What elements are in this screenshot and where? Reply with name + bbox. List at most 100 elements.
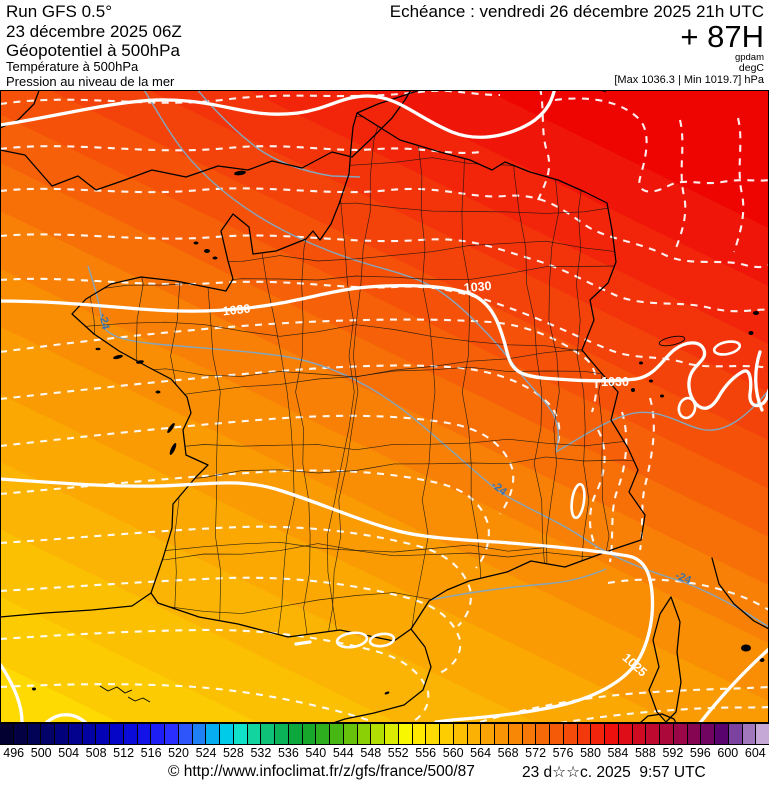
footer: © http://www.infoclimat.fr/z/gfs/france/… bbox=[0, 761, 769, 786]
colorbar-cell bbox=[260, 724, 274, 744]
colorbar-tick-label: 568 bbox=[497, 746, 519, 760]
unit-degc: degC bbox=[738, 62, 764, 74]
colorbar-tick-label: 556 bbox=[415, 746, 437, 760]
colorbar-cell bbox=[329, 724, 343, 744]
colorbar-tick-label: 508 bbox=[85, 746, 107, 760]
copyright-url: © http://www.infoclimat.fr/z/gfs/france/… bbox=[168, 763, 475, 780]
colorbar-tick-label: 548 bbox=[360, 746, 382, 760]
colorbar-cell bbox=[356, 724, 371, 744]
colorbar-tick-label: 528 bbox=[222, 746, 244, 760]
colorbar-cell bbox=[122, 724, 137, 744]
colorbar-tick-label: 504 bbox=[58, 746, 80, 760]
generation-datetime: 23 d☆☆c. 2025 9:57 UTC bbox=[522, 764, 706, 781]
colorbar bbox=[0, 723, 769, 745]
colorbar-cell bbox=[0, 724, 13, 744]
colorbar-tick-label: 576 bbox=[552, 746, 574, 760]
isobar-label: 1030 bbox=[222, 302, 251, 319]
header: Run GFS 0.5° 23 décembre 2025 06Z Géopot… bbox=[0, 0, 769, 90]
colorbar-cell bbox=[617, 724, 632, 744]
colorbar-cell bbox=[604, 724, 618, 744]
unit-gpdam: gpdam bbox=[734, 52, 764, 63]
pressure-extremes: [Max 1036.3 | Min 1019.7] hPa bbox=[614, 74, 764, 86]
colorbar-cell bbox=[232, 724, 247, 744]
colorbar-cell bbox=[342, 724, 357, 744]
colorbar-tick-label: 572 bbox=[525, 746, 547, 760]
colorbar-cell bbox=[26, 724, 41, 744]
colorbar-labels: 496 500 504 508 512 516 520 524 528 532 536 540 544 5… bbox=[0, 746, 769, 761]
colorbar-cell bbox=[67, 724, 82, 744]
colorbar-cell bbox=[452, 724, 467, 744]
colorbar-cell bbox=[301, 724, 316, 744]
colorbar-cell bbox=[219, 724, 233, 744]
colorbar-cell bbox=[727, 724, 742, 744]
forecast-info: Echéance : vendredi 26 décembre 2025 21h… bbox=[390, 2, 764, 87]
colorbar-cell bbox=[755, 724, 769, 744]
colorbar-cell bbox=[521, 724, 536, 744]
colorbar-cell bbox=[439, 724, 453, 744]
colorbar-cell bbox=[150, 724, 164, 744]
temperature-label: -24 bbox=[97, 313, 112, 332]
colorbar-cell bbox=[12, 724, 27, 744]
coastlines bbox=[0, 90, 769, 723]
colorbar-tick-label: 500 bbox=[30, 746, 52, 760]
param-2: Température à 500hPa bbox=[6, 59, 139, 74]
colorbar-tick-label: 544 bbox=[332, 746, 354, 760]
colorbar-cell bbox=[494, 724, 508, 744]
colorbar-tick-label: 540 bbox=[305, 746, 327, 760]
colorbar-cell bbox=[164, 724, 178, 744]
colorbar-cell bbox=[136, 724, 151, 744]
colorbar-tick-label: 600 bbox=[717, 746, 739, 760]
colorbar-tick-label: 580 bbox=[580, 746, 601, 760]
colorbar-tick-label: 564 bbox=[470, 746, 492, 760]
colorbar-cell bbox=[631, 724, 646, 744]
colorbar-tick-label: 592 bbox=[662, 746, 684, 760]
colorbar-tick-label: 532 bbox=[250, 746, 272, 760]
colorbar-cell bbox=[576, 724, 591, 744]
colorbar-cell bbox=[535, 724, 549, 744]
run-date: 23 décembre 2025 06Z bbox=[6, 22, 182, 41]
colorbar-cell bbox=[384, 724, 398, 744]
colorbar-cell bbox=[95, 724, 109, 744]
colorbar-cell bbox=[480, 724, 494, 744]
colorbar-cell bbox=[205, 724, 219, 744]
colorbar-cell bbox=[741, 724, 756, 744]
islands bbox=[32, 170, 765, 695]
colorbar-tick-label: 596 bbox=[689, 746, 711, 760]
colorbar-tick-label: 536 bbox=[277, 746, 299, 760]
isobar-label: 1030 bbox=[601, 375, 629, 389]
colorbar-cell bbox=[397, 724, 412, 744]
colorbar-cell bbox=[700, 724, 714, 744]
colorbar-tick-label: 516 bbox=[140, 746, 162, 760]
isobar-label: 1030 bbox=[463, 279, 492, 295]
temperature-label: -24 bbox=[674, 570, 694, 587]
colorbar-cell bbox=[274, 724, 288, 744]
colorbar-cell bbox=[191, 724, 206, 744]
colorbar-cell bbox=[54, 724, 68, 744]
colorbar-cell bbox=[562, 724, 577, 744]
colorbar-cell bbox=[686, 724, 701, 744]
geopotential-field bbox=[0, 90, 769, 723]
colorbar-tick-label: 588 bbox=[634, 746, 656, 760]
param-1: Géopotentiel à 500hPa bbox=[6, 41, 180, 60]
valid-time: Echéance : vendredi 26 décembre 2025 21h… bbox=[389, 2, 764, 21]
colorbar-cell bbox=[714, 724, 728, 744]
colorbar-tick-label: 520 bbox=[168, 746, 189, 760]
lead-time: + 87H bbox=[680, 19, 764, 54]
model-run: Run GFS 0.5° bbox=[6, 2, 113, 21]
colorbar-cell bbox=[177, 724, 192, 744]
colorbar-tick-label: 512 bbox=[113, 746, 135, 760]
weather-map: 1030 1030 1030 1025 -24 -24 -24 bbox=[0, 90, 769, 723]
colorbar-cell bbox=[370, 724, 384, 744]
colorbar-cell bbox=[315, 724, 329, 744]
colorbar-cell bbox=[81, 724, 96, 744]
param-3: Pression au niveau de la mer bbox=[6, 74, 175, 89]
colorbar-tick-label: 584 bbox=[607, 746, 629, 760]
colorbar-cell bbox=[287, 724, 302, 744]
colorbar-cell bbox=[645, 724, 659, 744]
colorbar-tick-label: 496 bbox=[3, 746, 25, 760]
colorbar-cell bbox=[659, 724, 673, 744]
colorbar-cell bbox=[40, 724, 54, 744]
colorbar-cell bbox=[466, 724, 481, 744]
